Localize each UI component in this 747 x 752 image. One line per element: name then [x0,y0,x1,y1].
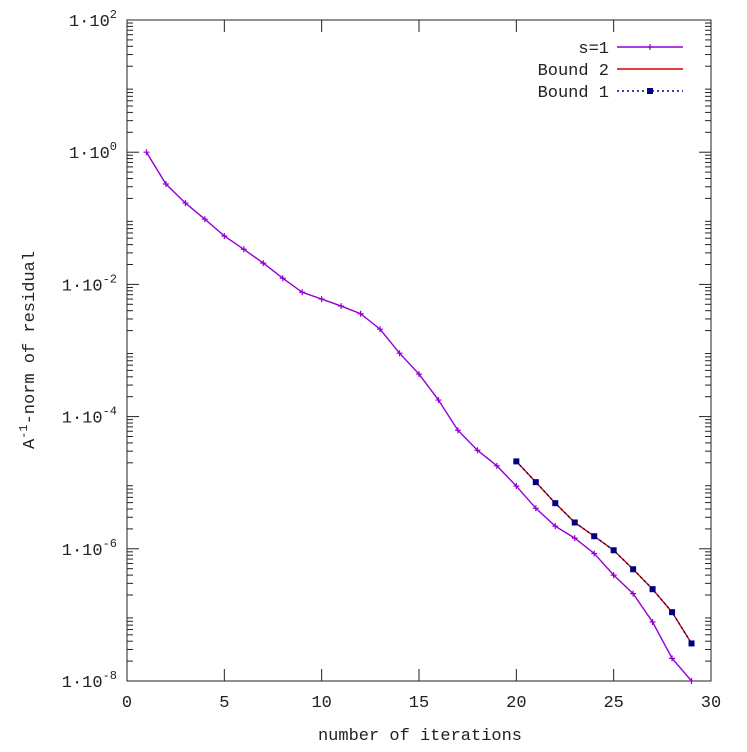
marker [532,505,539,512]
marker [532,479,539,486]
marker [377,326,384,333]
y-tick-label: 1·100 [69,140,117,164]
y-tick-label-base: 1·10 [69,145,110,164]
marker [610,572,617,579]
y-tick-label-sup: 2 [110,8,117,22]
plot-frame [126,19,712,682]
marker [688,640,695,647]
y-tick-label-base: 1·10 [62,542,103,561]
y-tick-label: 1·10-8 [62,669,117,693]
y-tick-label-sup: -6 [103,537,117,551]
marker [299,289,306,296]
y-label-base: A [21,438,40,449]
marker [221,232,228,239]
marker [396,350,403,357]
marker [571,519,578,526]
marker [513,483,520,490]
series-line [515,460,693,644]
y-tick-label-base: 1·10 [69,13,110,32]
marker [647,44,653,50]
y-label-rest: -norm of residual [21,251,40,424]
y-tick-label: 1·10-6 [62,537,117,561]
marker [416,371,422,378]
marker [647,88,653,94]
marker [240,246,247,253]
y-tick-label-sup: -4 [103,405,117,419]
marker [318,296,325,303]
marker [591,533,598,540]
marker [552,523,559,530]
y-tick-label-sup: 0 [110,140,117,154]
y-tick-label-sup: -2 [103,272,117,286]
marker [182,200,189,207]
y-tick-label: 1·102 [69,8,117,32]
series-line [145,151,693,681]
legend-label: s=1 [578,40,609,59]
marker [610,547,617,554]
x-tick-label: 5 [219,694,229,713]
series-line [515,460,693,644]
x-tick-label: 20 [506,694,526,713]
marker [630,566,637,573]
x-tick-label: 30 [701,694,721,713]
x-tick-label: 0 [122,694,132,713]
marker [143,149,150,156]
marker [630,590,637,597]
marker [454,427,461,434]
marker [357,310,364,317]
y-tick-label-sup: -8 [103,669,117,683]
legend-label: Bound 2 [538,62,609,81]
marker [571,535,578,542]
marker [279,275,286,282]
y-label-sup: -1 [17,424,31,438]
marker [649,619,656,626]
marker [513,458,520,465]
y-tick-label: 1·10-2 [62,272,117,296]
marker [338,303,345,310]
marker [669,609,676,616]
marker [474,447,481,454]
marker [591,550,598,557]
legend-label: Bound 1 [538,84,609,103]
marker [669,655,676,662]
y-tick-label-base: 1·10 [62,410,103,429]
marker [260,260,267,267]
y-tick-label: 1·10-4 [62,405,117,429]
marker [162,181,169,188]
y-axis-label: A-1-norm of residual [17,251,40,449]
marker [435,397,442,404]
x-tick-label: 10 [311,694,331,713]
y-tick-label-base: 1·10 [62,674,103,693]
marker [493,462,500,469]
marker [552,500,559,507]
y-tick-label-base: 1·10 [62,277,103,296]
x-tick-label: 25 [603,694,623,713]
marker [688,678,695,684]
x-axis-label: number of iterations [318,727,522,746]
marker [201,216,208,223]
x-tick-label: 15 [409,694,429,713]
marker [649,586,656,593]
